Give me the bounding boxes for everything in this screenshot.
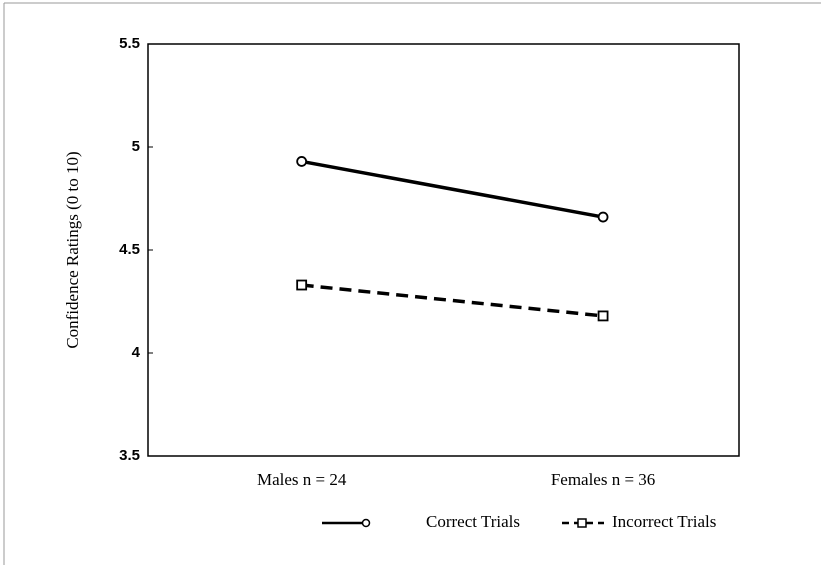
legend-label: Incorrect Trials [612, 512, 716, 531]
y-tick-label: 5.5 [119, 35, 140, 52]
y-tick-label: 4 [132, 344, 141, 361]
point [597, 211, 609, 223]
point [296, 279, 308, 291]
y-tick-label: 4.5 [119, 241, 140, 258]
y-tick-label: 5 [132, 138, 140, 155]
y-axis-label: Confidence Ratings (0 to 10) [63, 151, 82, 348]
plot-area [147, 43, 740, 457]
legend-marker [577, 518, 587, 528]
x-tick-label: Females n = 36 [551, 470, 656, 489]
point [296, 156, 308, 167]
y-tick-label: 3.5 [119, 447, 140, 464]
legend-marker [361, 518, 371, 528]
series-line [301, 283, 604, 318]
point [597, 310, 609, 322]
series-line [301, 159, 604, 219]
legend-label: Correct Trials [426, 512, 520, 531]
x-tick-label: Males n = 24 [257, 470, 347, 489]
